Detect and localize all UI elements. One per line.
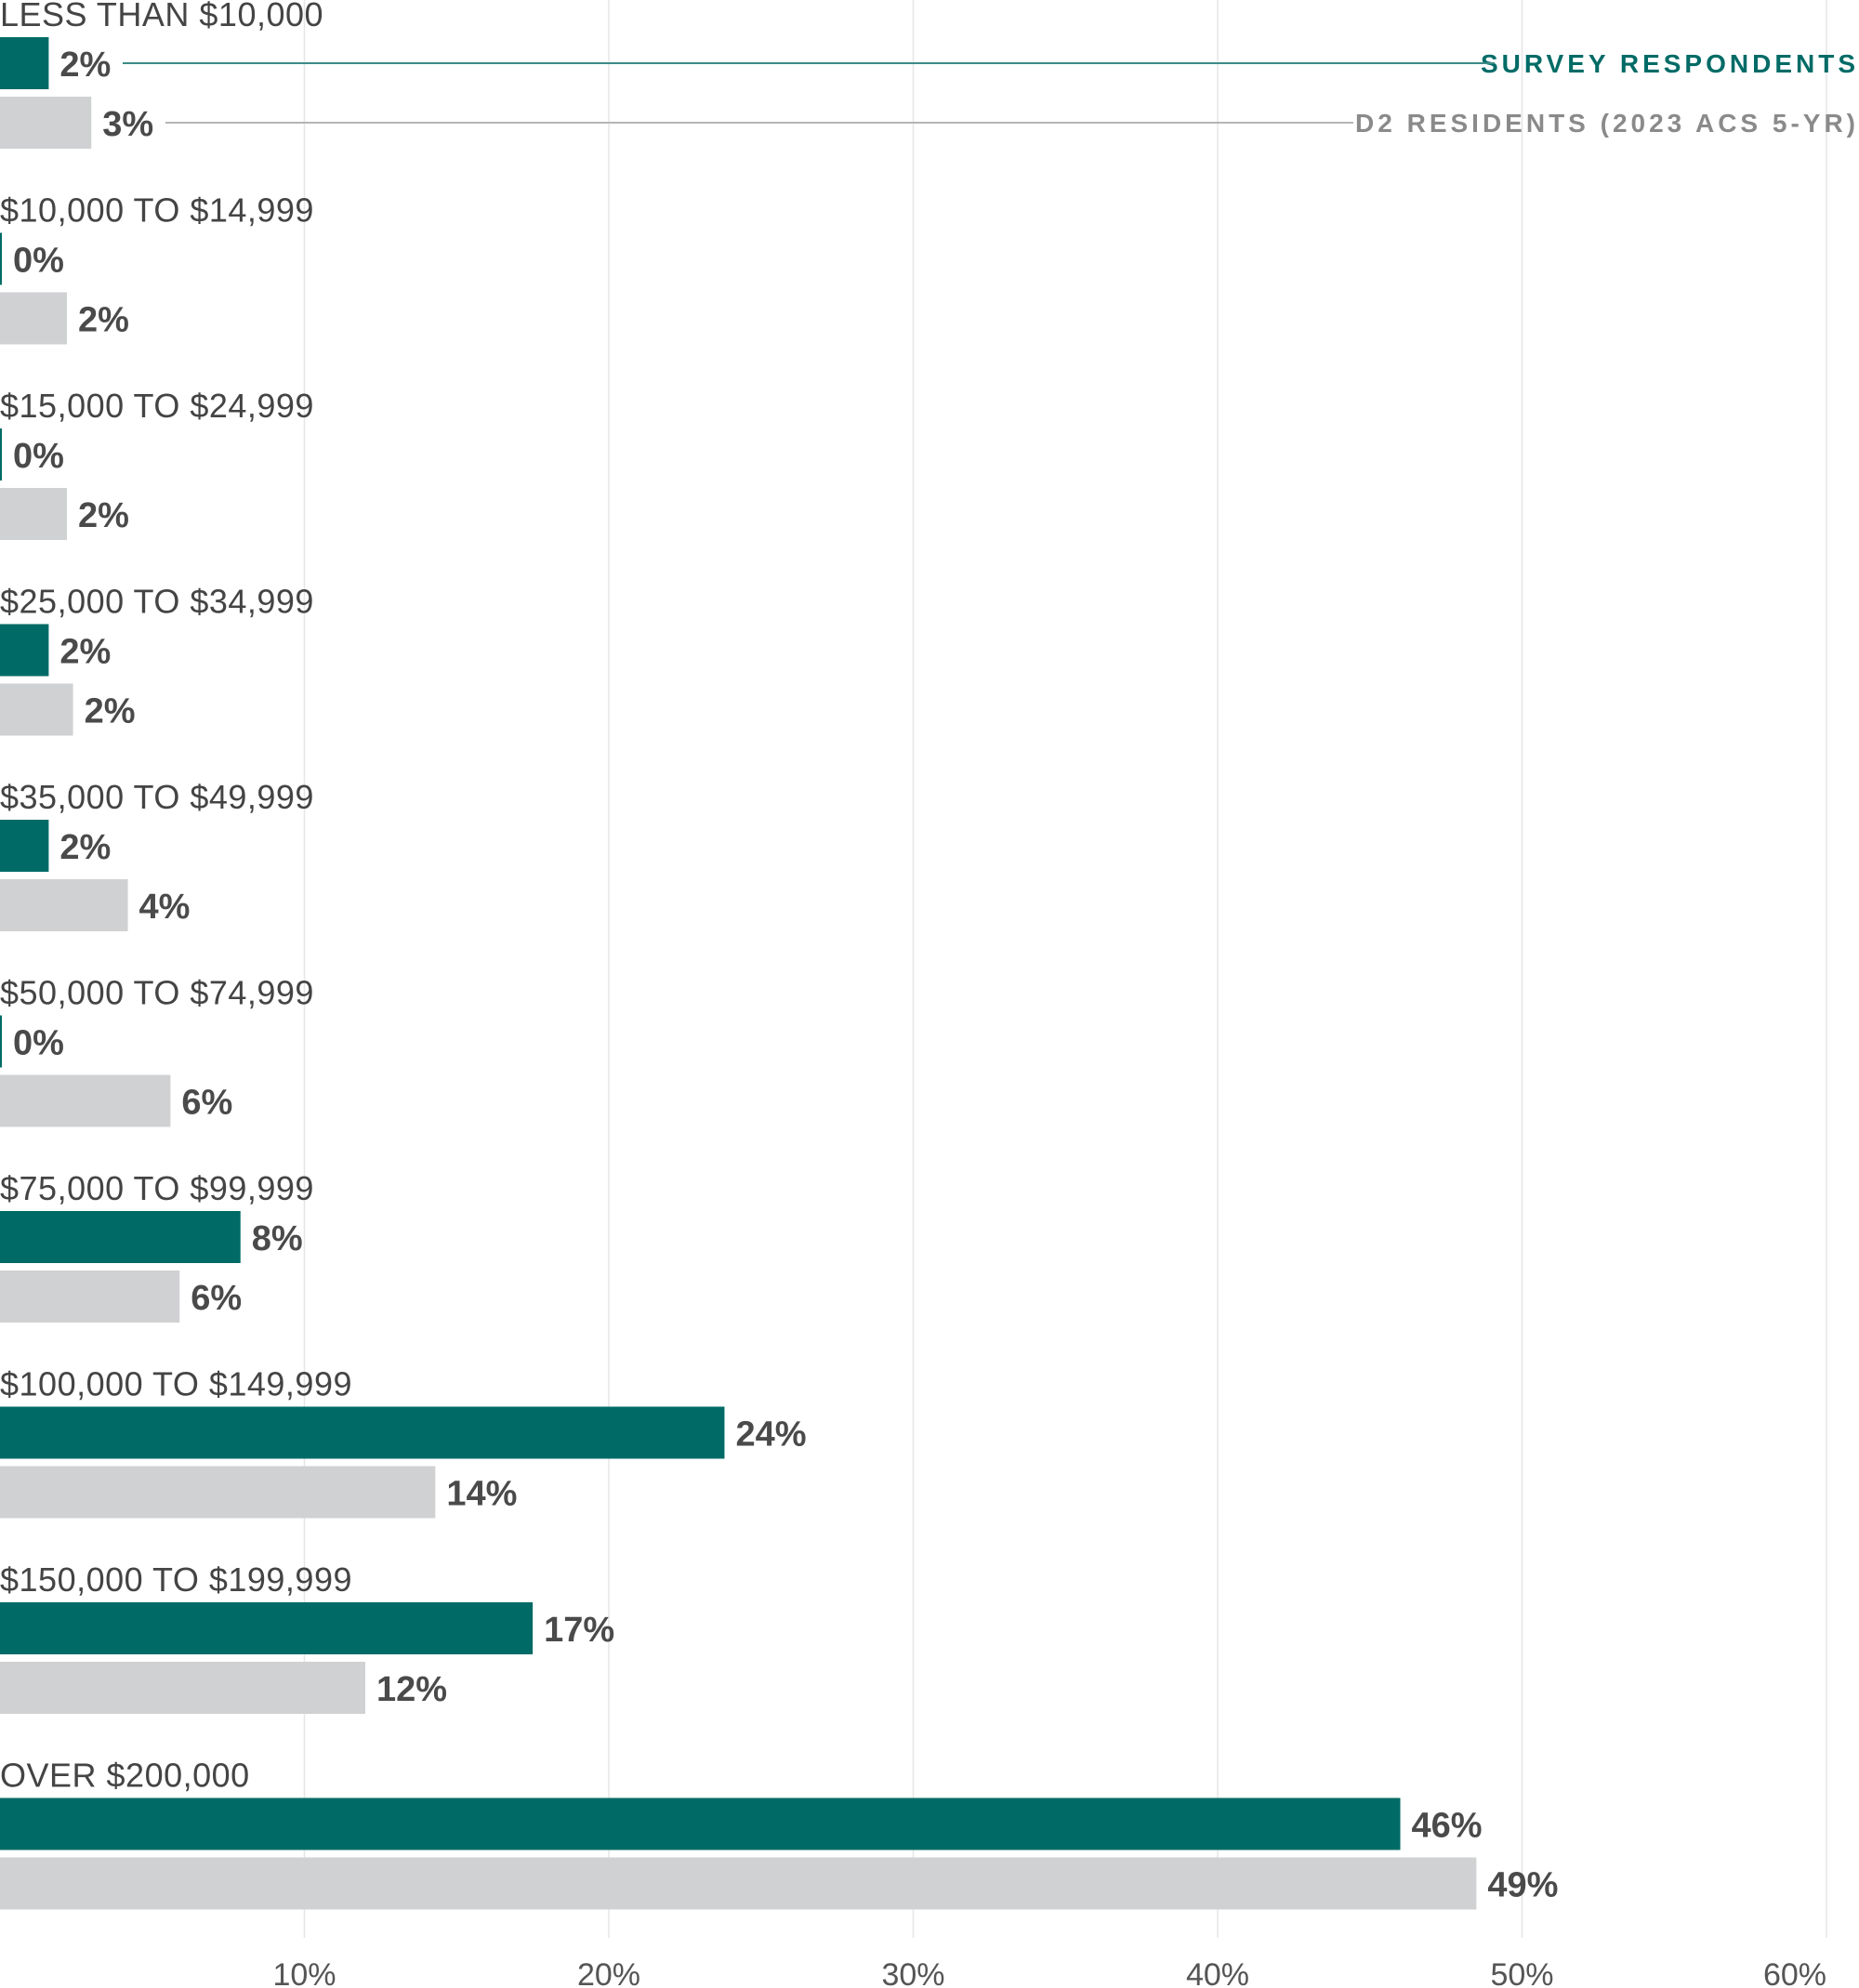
bar-residents xyxy=(0,683,73,736)
value-label: 24% xyxy=(735,1415,806,1455)
value-label: 2% xyxy=(59,633,111,672)
category-group: OVER $200,000 46%49% xyxy=(0,1757,1558,1910)
value-label: 3% xyxy=(102,105,153,144)
legend-d2-residents: D2 RESIDENTS (2023 ACS 5-YR) xyxy=(1355,109,1859,138)
legend: SURVEY RESPONDENTS D2 RESIDENTS (2023 ACS… xyxy=(123,49,1859,138)
x-tick-label: 40% xyxy=(1186,1957,1249,1988)
category-group: $150,000 TO $199,999 17% 12% xyxy=(0,1560,614,1714)
bar-survey xyxy=(0,1797,1401,1850)
x-tick-label: 20% xyxy=(577,1957,640,1988)
bar-survey xyxy=(0,1015,2,1068)
bar-survey xyxy=(0,232,2,285)
value-label: 4% xyxy=(139,888,191,927)
value-label: 49% xyxy=(1487,1866,1558,1905)
value-label: 0% xyxy=(13,242,64,281)
value-label: 6% xyxy=(191,1279,242,1318)
bar-survey xyxy=(0,820,49,872)
category-label: $15,000 TO $24,999 xyxy=(0,387,314,425)
category-group: $10,000 TO $14,999 0% 2% xyxy=(0,191,314,345)
value-label: 46% xyxy=(1412,1807,1483,1846)
bar-residents xyxy=(0,1466,436,1519)
category-label: $75,000 TO $99,999 xyxy=(0,1169,314,1207)
category-label: $25,000 TO $34,999 xyxy=(0,583,314,621)
value-label: 2% xyxy=(85,692,136,731)
bar-residents xyxy=(0,879,128,931)
category-label: OVER $200,000 xyxy=(0,1757,250,1795)
bar-survey xyxy=(0,1406,725,1459)
category-group: $50,000 TO $74,999 0% 6% xyxy=(0,974,314,1127)
bars: LESS THAN $10,000 2% 3% $10,000 TO $14,999 0… xyxy=(0,0,1558,1910)
value-label: 0% xyxy=(13,1024,64,1063)
value-label: 2% xyxy=(59,46,111,85)
value-label: 8% xyxy=(252,1219,303,1258)
category-group: $100,000 TO $149,999 24% 14% xyxy=(0,1365,807,1519)
category-label: $50,000 TO $74,999 xyxy=(0,974,314,1012)
value-label: 2% xyxy=(78,496,129,535)
value-label: 14% xyxy=(446,1475,517,1514)
bar-survey xyxy=(0,428,2,481)
bar-residents xyxy=(0,292,68,345)
bar-survey xyxy=(0,37,49,89)
bar-residents xyxy=(0,97,92,149)
bar-residents xyxy=(0,1857,1477,1910)
category-group: $75,000 TO $99,999 8% 6% xyxy=(0,1169,314,1323)
category-label: LESS THAN $10,000 xyxy=(0,0,323,33)
x-tick-label: 60% xyxy=(1763,1957,1826,1988)
bar-survey xyxy=(0,1602,534,1654)
category-label: $10,000 TO $14,999 xyxy=(0,191,314,230)
category-group: $15,000 TO $24,999 0% 2% xyxy=(0,387,314,540)
value-label: 2% xyxy=(59,828,111,867)
category-group: $35,000 TO $49,999 2% 4% xyxy=(0,778,314,931)
x-tick-label: 10% xyxy=(272,1957,336,1988)
x-axis-ticks: 10% 20% 30% 40% 50% 60% xyxy=(272,1957,1826,1988)
bar-residents xyxy=(0,1662,365,1714)
x-tick-label: 50% xyxy=(1490,1957,1553,1988)
category-group: $25,000 TO $34,999 2% 2% xyxy=(0,583,314,736)
x-tick-label: 30% xyxy=(881,1957,944,1988)
legend-survey-respondents: SURVEY RESPONDENTS xyxy=(1481,49,1859,78)
bar-survey xyxy=(0,1211,241,1263)
bar-residents xyxy=(0,488,68,540)
category-group: LESS THAN $10,000 2% 3% xyxy=(0,0,323,149)
value-label: 17% xyxy=(544,1611,614,1650)
bar-survey xyxy=(0,624,49,677)
bar-residents xyxy=(0,1270,180,1323)
bar-residents xyxy=(0,1074,171,1127)
value-label: 2% xyxy=(78,301,129,340)
value-label: 12% xyxy=(376,1670,447,1709)
category-label: $35,000 TO $49,999 xyxy=(0,778,314,816)
category-label: $100,000 TO $149,999 xyxy=(0,1365,352,1403)
value-label: 6% xyxy=(181,1084,232,1123)
category-label: $150,000 TO $199,999 xyxy=(0,1560,352,1599)
value-label: 0% xyxy=(13,437,64,476)
